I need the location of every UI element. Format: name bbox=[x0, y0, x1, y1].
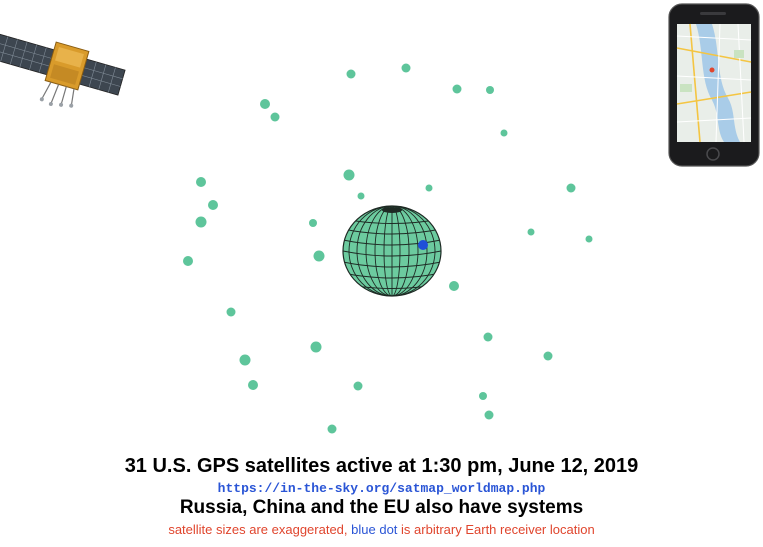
note-text-sizes: satellite sizes are exaggerated, bbox=[168, 522, 348, 537]
gps-satellite-dot bbox=[357, 192, 365, 200]
diagram-note: satellite sizes are exaggerated, blue do… bbox=[0, 522, 763, 537]
gps-satellites bbox=[183, 63, 593, 434]
gps-satellite-dot bbox=[479, 392, 487, 400]
gps-satellite-dot bbox=[196, 177, 206, 187]
gps-satellite-dot bbox=[260, 99, 270, 109]
note-text-receiver: is arbitrary Earth receiver location bbox=[401, 522, 595, 537]
earth-globe bbox=[342, 205, 442, 297]
gps-satellite-dot bbox=[226, 307, 236, 317]
gps-satellite-dot bbox=[452, 84, 462, 94]
gps-satellite-dot bbox=[585, 235, 593, 243]
smartphone-icon bbox=[668, 3, 760, 167]
gps-satellite-dot bbox=[449, 281, 459, 291]
gps-satellite-dot bbox=[239, 354, 251, 366]
note-text-blue-dot: blue dot bbox=[351, 522, 398, 537]
gps-satellite-dot bbox=[309, 219, 317, 227]
gps-satellite-dot bbox=[566, 183, 576, 193]
gps-satellite-dot bbox=[343, 169, 355, 181]
gps-satellite-dot bbox=[270, 112, 280, 122]
source-url-link[interactable]: https://in-the-sky.org/satmap_worldmap.p… bbox=[217, 481, 546, 496]
gps-satellite-dot bbox=[313, 250, 325, 262]
gps-satellite-dot bbox=[327, 424, 337, 434]
gps-satellite-dot bbox=[500, 129, 508, 137]
gps-satellite-dot bbox=[353, 381, 363, 391]
gps-satellite-icon bbox=[0, 33, 126, 108]
gps-satellite-dot bbox=[527, 228, 535, 236]
receiver-location-dot bbox=[418, 240, 428, 250]
gps-satellite-dot bbox=[248, 380, 258, 390]
gps-satellite-dot bbox=[195, 216, 207, 228]
gps-satellite-dot bbox=[401, 63, 411, 73]
diagram-title: 31 U.S. GPS satellites active at 1:30 pm… bbox=[124, 455, 639, 477]
gps-satellite-dot bbox=[484, 410, 494, 420]
gps-satellite-dot bbox=[425, 184, 433, 192]
gps-satellite-dot bbox=[310, 341, 322, 353]
gps-satellite-dot bbox=[486, 86, 494, 94]
gps-satellite-dot bbox=[183, 256, 193, 266]
gps-satellite-dot bbox=[208, 200, 218, 210]
gps-satellite-dot bbox=[483, 332, 493, 342]
gps-satellite-dot bbox=[346, 69, 356, 79]
diagram-subtitle: Russia, China and the EU also have syste… bbox=[179, 497, 584, 518]
gps-satellite-dot bbox=[543, 351, 553, 361]
